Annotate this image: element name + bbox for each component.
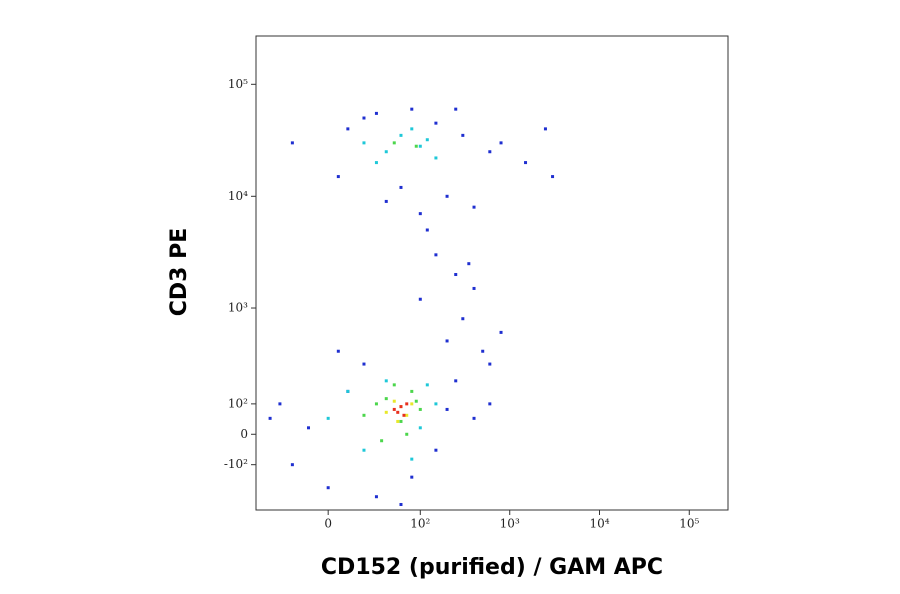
y-tick-label: -10² [224, 457, 248, 471]
data-point [410, 107, 414, 111]
data-point [551, 175, 555, 179]
data-point [488, 362, 492, 366]
data-point [362, 448, 366, 452]
data-point [472, 205, 476, 209]
y-tick-label: 10⁴ [228, 189, 248, 203]
data-point [396, 419, 400, 423]
data-point [425, 383, 429, 387]
data-point [543, 127, 547, 131]
data-point [384, 410, 388, 414]
data-point [472, 286, 476, 290]
data-point [399, 405, 403, 409]
data-point [434, 156, 438, 160]
data-point [481, 349, 485, 353]
data-point [499, 141, 503, 145]
data-point [290, 141, 294, 145]
data-point [410, 389, 414, 393]
data-point [336, 349, 340, 353]
data-point [399, 419, 403, 423]
data-point [336, 175, 340, 179]
data-point [425, 138, 429, 142]
data-point [362, 141, 366, 145]
data-point [362, 362, 366, 366]
x-tick-label: 10⁵ [679, 517, 699, 531]
data-point [461, 133, 465, 137]
x-tick-label: 10⁴ [589, 517, 609, 531]
data-point [445, 407, 449, 411]
data-point [467, 262, 471, 266]
data-point [461, 317, 465, 321]
data-point [418, 212, 422, 216]
data-point [384, 379, 388, 383]
data-point [410, 475, 414, 479]
x-tick-label: 10³ [500, 517, 520, 531]
data-point [414, 144, 418, 148]
data-point [374, 161, 378, 165]
data-point [488, 402, 492, 406]
y-tick-label: 0 [240, 427, 248, 441]
data-point [384, 397, 388, 401]
data-point [290, 463, 294, 467]
data-point [392, 141, 396, 145]
data-point [326, 486, 330, 490]
data-point [499, 330, 503, 334]
y-axis-title: CD3 PE [167, 228, 192, 317]
x-tick-label: 0 [324, 517, 332, 531]
data-point [418, 407, 422, 411]
data-point [472, 416, 476, 420]
data-point [434, 448, 438, 452]
data-point [399, 502, 403, 506]
data-point [445, 339, 449, 343]
data-point [278, 402, 282, 406]
data-point [524, 161, 528, 165]
data-point [384, 150, 388, 154]
y-tick-label: 10⁵ [228, 77, 248, 91]
data-point [405, 413, 409, 417]
data-point [410, 457, 414, 461]
data-point [380, 439, 384, 443]
data-point [410, 402, 414, 406]
data-point [384, 199, 388, 203]
data-point [392, 407, 396, 411]
data-point [405, 402, 409, 406]
data-point [454, 273, 458, 277]
data-point [418, 426, 422, 430]
data-point [307, 426, 311, 430]
data-point [374, 495, 378, 499]
data-point [445, 194, 449, 198]
data-point [392, 383, 396, 387]
data-point [268, 416, 272, 420]
data-point [399, 185, 403, 189]
data-point [454, 107, 458, 111]
plot-frame [255, 35, 729, 511]
data-point [488, 150, 492, 154]
x-axis-title: CD152 (purified) / GAM APC [321, 555, 663, 580]
data-point [362, 116, 366, 120]
y-tick-label: 10² [228, 396, 248, 410]
data-point [374, 111, 378, 115]
data-point [399, 133, 403, 137]
data-point [434, 253, 438, 257]
data-point [434, 402, 438, 406]
data-point [434, 121, 438, 125]
data-point [396, 410, 400, 414]
data-point [454, 379, 458, 383]
data-point [402, 413, 406, 417]
data-point [392, 399, 396, 403]
data-point [414, 399, 418, 403]
data-point [418, 297, 422, 301]
y-tick-label: 10³ [228, 301, 248, 315]
data-point [362, 413, 366, 417]
data-point [326, 416, 330, 420]
data-point [410, 127, 414, 131]
data-point [346, 389, 350, 393]
data-point [418, 144, 422, 148]
data-point [405, 432, 409, 436]
data-point [374, 402, 378, 406]
data-point [425, 228, 429, 232]
x-tick-label: 10² [410, 517, 430, 531]
data-point [346, 127, 350, 131]
